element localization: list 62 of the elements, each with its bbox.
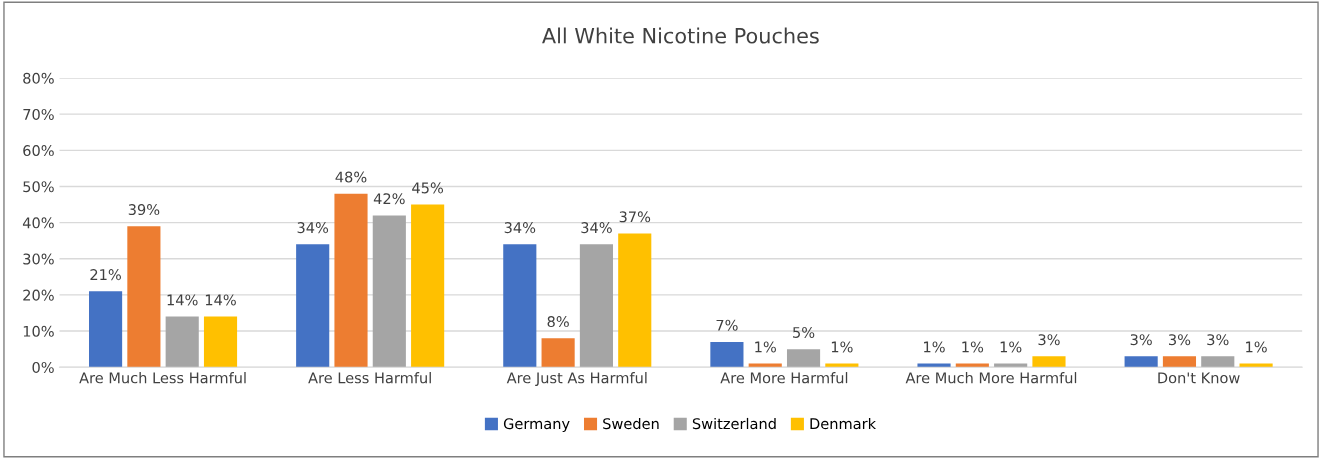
data-label: 14% xyxy=(167,294,198,306)
bar xyxy=(1032,356,1066,368)
bar xyxy=(411,204,445,368)
data-label: 1% xyxy=(1246,341,1267,353)
y-tick-label: 30% xyxy=(23,253,54,265)
data-label: 1% xyxy=(831,341,853,353)
bar xyxy=(203,316,238,368)
bar xyxy=(710,341,744,368)
bar xyxy=(786,349,821,368)
data-label: 3% xyxy=(1169,334,1191,346)
y-tick-label: 0% xyxy=(32,361,54,373)
bar xyxy=(1201,356,1235,368)
data-label: 34% xyxy=(504,222,536,234)
bar xyxy=(372,215,406,368)
data-label: 37% xyxy=(619,211,651,223)
data-label: 1% xyxy=(1000,341,1022,353)
y-tick-label: 10% xyxy=(23,325,54,337)
bar xyxy=(296,244,330,368)
y-tick-label: 40% xyxy=(22,217,54,229)
chart-title: All White Nicotine Pouches xyxy=(542,27,819,44)
data-label: 14% xyxy=(205,294,236,306)
data-label: 21% xyxy=(90,269,121,281)
y-tick-label: 50% xyxy=(23,181,54,193)
bar xyxy=(541,338,575,368)
bar xyxy=(127,226,161,368)
data-label: 1% xyxy=(962,341,984,353)
data-label: 8% xyxy=(547,316,569,328)
bar xyxy=(1124,356,1158,368)
data-label: 3% xyxy=(1038,334,1060,346)
legend-label: Switzerland xyxy=(692,417,776,430)
bar xyxy=(579,244,613,368)
y-tick-label: 80% xyxy=(23,72,54,84)
bar xyxy=(89,291,123,368)
data-label: 39% xyxy=(128,204,160,216)
y-tick-label: 70% xyxy=(23,108,54,120)
x-tick-label: Don't Know xyxy=(1158,372,1240,384)
bar xyxy=(334,193,368,368)
bar xyxy=(503,244,537,368)
x-tick-label: Are More Harmful xyxy=(720,372,848,384)
data-label: 34% xyxy=(581,222,612,234)
data-label: 34% xyxy=(297,222,329,234)
legend-label: Sweden xyxy=(603,417,659,430)
data-label: 3% xyxy=(1207,334,1229,346)
x-tick-label: Are Much More Harmful xyxy=(905,372,1077,384)
data-label: 7% xyxy=(716,319,738,331)
x-tick-label: Are Much Less Harmful xyxy=(79,372,246,384)
bar xyxy=(618,233,652,368)
y-tick-label: 20% xyxy=(23,289,54,301)
x-tick-label: Are Less Harmful xyxy=(308,372,431,384)
bar xyxy=(165,316,199,368)
y-tick-label: 60% xyxy=(23,145,54,157)
legend-label: Denmark xyxy=(810,417,877,430)
x-tick-label: Are Just As Harmful xyxy=(506,372,647,387)
data-label: 42% xyxy=(373,193,405,205)
data-label: 1% xyxy=(924,341,945,353)
data-label: 1% xyxy=(755,341,776,353)
data-label: 48% xyxy=(335,171,367,183)
data-label: 5% xyxy=(793,326,815,338)
legend-label: Germany xyxy=(503,418,570,433)
bar xyxy=(1162,356,1197,368)
data-label: 3% xyxy=(1130,334,1152,346)
data-label: 45% xyxy=(412,182,444,194)
